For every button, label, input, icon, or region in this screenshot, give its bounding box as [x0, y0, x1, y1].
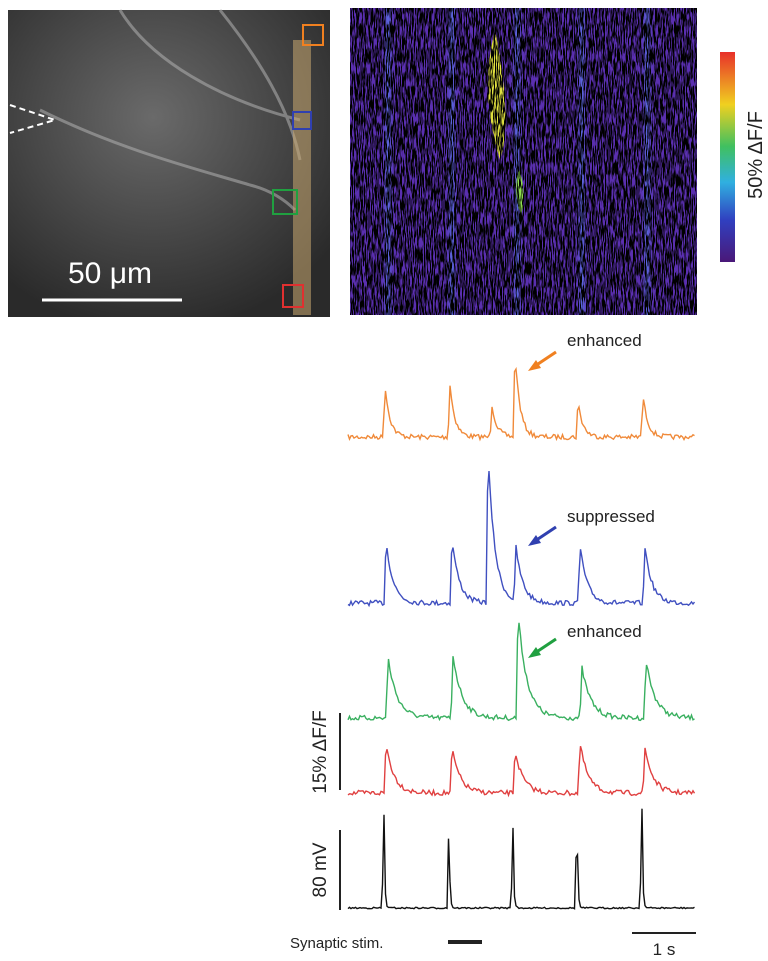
- colorbar: [720, 52, 735, 262]
- trace-annotation: enhanced: [567, 331, 642, 350]
- trace: [347, 622, 695, 722]
- pipette: [9, 104, 59, 134]
- linescan: [350, 8, 697, 315]
- image-panel: 50 μm: [8, 9, 330, 317]
- voltage-scale-label: 80 mV: [310, 842, 331, 897]
- heatmap-noise: [350, 8, 697, 315]
- roi-blue: [292, 111, 312, 130]
- roi-orange: [302, 24, 324, 46]
- trace: [347, 366, 695, 442]
- traces: [347, 366, 696, 910]
- colorbar-label: 50% ΔF/F: [745, 111, 767, 199]
- trace: [347, 746, 696, 798]
- roi-green: [272, 189, 298, 215]
- trace-annotation: suppressed: [567, 507, 655, 526]
- fluorescence-scale-label: 15% ΔF/F: [310, 710, 331, 793]
- arrowhead: [528, 535, 541, 546]
- linescan-path: [293, 40, 311, 315]
- time-scale-label: 1 s: [653, 940, 676, 959]
- stimulus-label: Synaptic stim.: [290, 935, 383, 952]
- trace: [347, 470, 696, 608]
- trace-annotation: enhanced: [567, 622, 642, 641]
- arrowhead: [528, 360, 541, 371]
- roi-red: [282, 284, 304, 308]
- arrowhead: [528, 647, 541, 658]
- scale-bar-label: 50 μm: [68, 257, 152, 290]
- trace: [347, 808, 695, 910]
- micrograph: [8, 10, 330, 317]
